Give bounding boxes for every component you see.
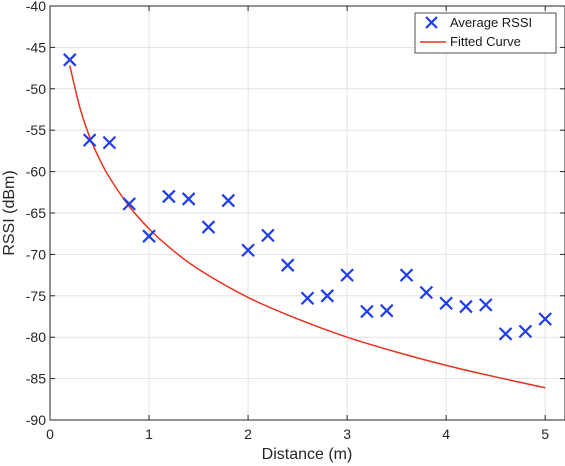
y-tick-label: -75 (26, 288, 46, 304)
x-axis-title: Distance (m) (262, 446, 353, 463)
average-rssi-point (478, 298, 493, 312)
legend-label-average-rssi: Average RSSI (450, 15, 532, 30)
average-rssi-point (261, 228, 275, 243)
average-rssi-point (162, 189, 176, 204)
average-rssi-point (201, 220, 216, 234)
legend: Average RSSI Fitted Curve (414, 12, 557, 54)
average-rssi-point (320, 289, 335, 303)
average-rssi-point (498, 327, 513, 341)
average-rssi-point (280, 258, 295, 272)
average-rssi-point (142, 229, 156, 243)
y-axis-title: RSSI (dBm) (1, 170, 18, 255)
x-tick-label: 5 (541, 426, 549, 442)
fitted-curve-layer (69, 65, 546, 389)
average-rssi-point (102, 135, 117, 150)
average-rssi-point (399, 268, 414, 282)
y-tick-label: -90 (26, 412, 46, 428)
y-tick-label: -65 (26, 205, 46, 221)
legend-label-fitted-curve: Fitted Curve (450, 34, 521, 49)
y-tick-label: -85 (26, 371, 46, 387)
average-rssi-point (181, 192, 196, 206)
y-tick-label: -50 (26, 81, 46, 97)
average-rssi-point (300, 291, 315, 306)
average-rssi-point (459, 299, 473, 314)
average-rssi-point (221, 193, 236, 208)
x-tick-label: 1 (145, 426, 153, 442)
average-rssi-point (122, 197, 137, 211)
x-tick-label: 4 (442, 426, 450, 442)
y-tick-label: -40 (26, 0, 46, 14)
axis-ticks: 0 1 2 3 4 5 -90 -85 -80 -75 -70 -65 -60 -55 -50 -45 -40 (26, 0, 565, 442)
x-tick-label: 3 (343, 426, 351, 442)
legend-box (414, 12, 557, 54)
average-rssi-point (379, 303, 394, 318)
y-tick-label: -55 (26, 122, 46, 138)
average-rssi-point (63, 53, 77, 67)
average-rssi-point (82, 133, 97, 147)
x-tick-label: 2 (244, 426, 252, 442)
x-tick-label: 0 (46, 426, 54, 442)
grid-lines (49, 5, 565, 421)
average-rssi-point (439, 296, 453, 311)
legend-marker-average-rssi (425, 16, 438, 29)
y-tick-label: -80 (26, 329, 46, 345)
average-rssi-point (419, 285, 434, 300)
y-tick-label: -60 (26, 164, 46, 180)
average-rssi-point (518, 324, 533, 339)
average-rssi-point (340, 268, 354, 282)
average-rssi-point (241, 243, 255, 258)
data-points-layer (63, 53, 552, 341)
y-tick-label: -70 (26, 246, 46, 262)
fitted-curve-line (69, 65, 546, 389)
average-rssi-point (538, 312, 552, 326)
average-rssi-point (360, 304, 374, 319)
y-tick-label: -45 (26, 39, 46, 55)
